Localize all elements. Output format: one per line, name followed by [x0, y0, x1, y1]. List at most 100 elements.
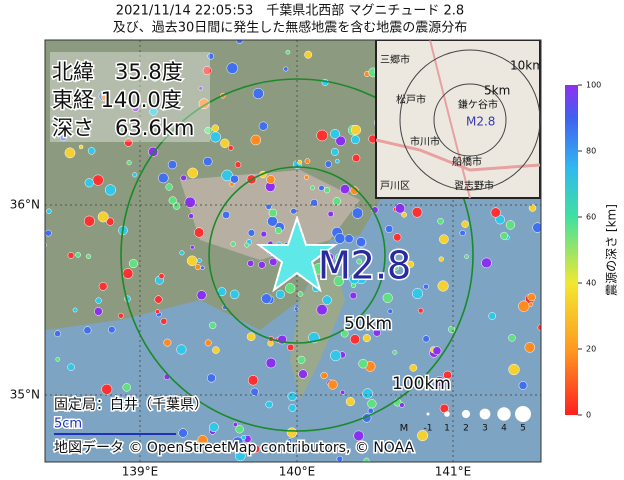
quake-dot [186, 255, 198, 267]
map: M2.8 50km 100km 北緯 35.8度 東経 140.0度 深さ 63… [8, 40, 563, 462]
ring-label: 50km [344, 314, 392, 334]
quake-dot [187, 167, 199, 179]
quake-dot [176, 344, 187, 355]
quake-dot [54, 330, 61, 338]
quake-dot [269, 257, 278, 266]
colorbar [565, 85, 578, 415]
place: 鎌ケ谷市 [458, 98, 498, 111]
quake-dot [448, 325, 456, 333]
quake-dot [232, 422, 238, 428]
quake-dot [85, 253, 92, 260]
quake-dot [438, 256, 444, 262]
quake-dot [495, 214, 505, 225]
mag-legend-label: 4 [501, 424, 507, 434]
quake-dot [200, 265, 205, 271]
quake-dot [87, 147, 96, 155]
quake-dot [168, 196, 177, 205]
mag-legend-circle [461, 409, 471, 419]
quake-dot [324, 160, 332, 168]
inset-ring [399, 49, 541, 191]
quake-dot [287, 438, 293, 444]
quake-dot [188, 213, 194, 219]
quake-dot [222, 210, 231, 219]
quake-dot [350, 124, 362, 136]
lat-label: 35°N [10, 388, 40, 402]
quake-dot [353, 430, 364, 442]
quake-dot [367, 407, 374, 414]
colorbar-tick-label: 100 [586, 81, 601, 90]
quake-dot [412, 288, 423, 300]
quake-dot [330, 350, 342, 362]
quake-dot [258, 261, 266, 269]
quake-dot [165, 183, 173, 191]
quake-dot [126, 160, 132, 166]
quake-dot [244, 242, 250, 248]
quake-dot [98, 282, 108, 291]
quake-dot [349, 291, 357, 300]
quake-dot [17, 267, 25, 275]
quake-dot [349, 274, 360, 285]
road [429, 40, 471, 199]
quake-dot [362, 334, 371, 343]
quake-dot [124, 138, 133, 147]
quake-dot [101, 93, 109, 102]
quake-dot [316, 129, 328, 142]
quake-dot [350, 135, 360, 145]
map-frame [44, 39, 542, 463]
quake-dot [352, 154, 361, 163]
quake-dot [226, 62, 239, 74]
quake-dot [209, 422, 219, 433]
quake-dot [432, 346, 442, 356]
quake-dot [184, 196, 196, 208]
quake-dot [340, 329, 349, 338]
epicenter-label: M2.8 [318, 244, 411, 288]
quake-dot [46, 208, 52, 214]
quake-dot [149, 107, 158, 116]
quake-dot [97, 211, 109, 223]
quake-dot [557, 296, 563, 302]
quake-dot [324, 252, 334, 262]
quake-dot [235, 40, 244, 44]
quake-dot [327, 210, 334, 218]
quake-dot [212, 346, 220, 354]
quake-dot [490, 207, 501, 218]
station-label: 固定局：白井（千葉県） [54, 397, 208, 413]
quake-dot [167, 160, 177, 170]
quake-dot [437, 217, 444, 225]
quake-dot [543, 282, 553, 292]
quake-dot [293, 306, 299, 312]
quake-dot [258, 121, 268, 131]
quake-dot [297, 291, 304, 297]
mag-legend-label: 2 [463, 424, 469, 434]
quake-dot [392, 264, 400, 271]
quake-dot [287, 343, 295, 351]
quake-dot [179, 250, 185, 256]
quake-dot [84, 178, 94, 188]
quake-dot [464, 254, 469, 259]
quake-dot [395, 203, 406, 214]
quake-dot [322, 295, 332, 305]
quake-dot [72, 307, 78, 313]
quake-dot [401, 211, 407, 218]
quake-dot [83, 215, 95, 227]
quake-dot [459, 229, 466, 237]
info-lon: 東経 140.0度 [52, 88, 182, 112]
quake-dot [246, 332, 256, 342]
quake-dot [297, 159, 303, 165]
lon-label: 140°E [279, 465, 316, 479]
place: 戸川区 [380, 180, 410, 192]
quake-dot [216, 447, 223, 454]
quake-dot [298, 369, 308, 379]
quake-dot [247, 375, 259, 386]
quake-dot [500, 231, 509, 240]
quake-dot [67, 363, 75, 371]
info-lat: 北緯 35.8度 [52, 60, 183, 84]
quake-dot [439, 403, 449, 413]
mag-legend-label: 1 [444, 424, 450, 434]
quake-dot [202, 66, 212, 76]
quake-dot [106, 217, 115, 226]
quake-dot [422, 335, 430, 343]
quake-dot [220, 138, 230, 148]
quake-dot [117, 312, 124, 319]
quake-dot [8, 253, 18, 263]
